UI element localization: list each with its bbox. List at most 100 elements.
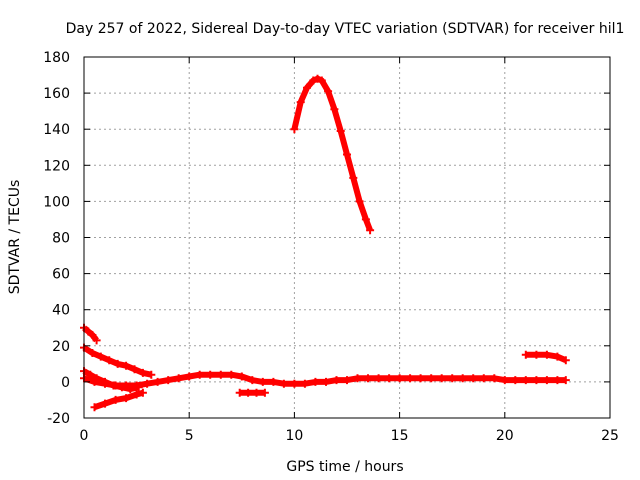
data-point (479, 374, 488, 383)
data-point (88, 349, 97, 357)
data-point (300, 379, 309, 388)
data-point (195, 370, 204, 379)
y-tick-label: 160 (43, 86, 70, 102)
x-tick-label: 15 (391, 428, 409, 444)
data-point (235, 388, 244, 397)
data-point (553, 352, 562, 361)
data-point (303, 83, 311, 92)
x-tick-label: 5 (185, 428, 194, 444)
data-point (248, 376, 257, 385)
y-tick-label: 120 (43, 158, 70, 174)
data-point (164, 376, 173, 385)
data-point (330, 105, 339, 114)
data-point (336, 127, 345, 135)
data-point (290, 379, 299, 388)
series-arc-main (80, 370, 570, 390)
data-point (138, 368, 147, 377)
data-point (122, 394, 131, 403)
data-point (469, 374, 478, 383)
data-point (96, 352, 105, 361)
x-tick-label: 0 (80, 428, 89, 444)
data-point (343, 376, 351, 385)
data-point (317, 76, 326, 85)
data-point (542, 376, 551, 385)
data-point (416, 374, 425, 383)
data-point (343, 150, 351, 159)
data-point (561, 356, 570, 365)
series-arc-early-30 (80, 323, 101, 345)
axis-ticks (83, 56, 611, 419)
y-tick-label: 140 (43, 122, 70, 138)
y-tick-label: 20 (52, 339, 70, 355)
data-point (521, 376, 530, 385)
y-tick-label: 0 (61, 375, 70, 391)
data-point (90, 377, 99, 386)
data-point (185, 372, 194, 381)
data-point (244, 388, 253, 397)
data-point (311, 377, 320, 386)
data-point (374, 374, 383, 383)
series-line (291, 75, 373, 232)
x-tick-label: 10 (285, 428, 303, 444)
plot-frame (83, 56, 611, 419)
data-point (395, 374, 404, 383)
data-point (206, 370, 215, 379)
data-point (227, 370, 236, 379)
data-point (437, 374, 446, 383)
data-point (364, 374, 372, 383)
data-point (269, 377, 278, 386)
data-point (385, 374, 394, 383)
data-point (147, 370, 156, 379)
series-arc-late (521, 350, 570, 365)
data-point (309, 76, 318, 85)
x-tick-label: 25 (601, 428, 619, 444)
y-tick-label: 60 (52, 267, 70, 283)
data-point (500, 376, 509, 385)
data-point (216, 370, 225, 379)
chart-title: Day 257 of 2022, Sidereal Day-to-day VTE… (66, 21, 625, 37)
data-point (260, 388, 269, 397)
data-point (324, 87, 333, 96)
data-point (113, 359, 122, 368)
data-point (542, 350, 551, 359)
data-point (490, 374, 499, 383)
data-point (84, 327, 93, 336)
data-point (427, 374, 436, 383)
data-point (174, 374, 183, 383)
data-point (349, 173, 358, 182)
data-point (92, 336, 101, 345)
x-tick-label: 20 (496, 428, 514, 444)
data-point (313, 74, 322, 83)
y-tick-label: 40 (52, 303, 70, 319)
data-point (366, 226, 375, 235)
data-point (532, 376, 541, 385)
data-point (448, 374, 457, 383)
y-tick-label: 180 (43, 50, 70, 66)
data-point (132, 381, 141, 390)
y-axis-label: SDTVAR / TECUs (7, 180, 23, 295)
data-point (361, 215, 370, 224)
data-point (521, 350, 530, 359)
data-point (122, 361, 131, 370)
series-arc-mid-dip (235, 388, 269, 397)
data-point (143, 379, 152, 388)
data-point (111, 395, 120, 404)
data-point (332, 376, 341, 385)
data-point (296, 98, 305, 107)
data-point (355, 197, 364, 206)
data-point (553, 376, 562, 385)
tick-labels: 0 5 10 15 20 25 -20 0 20 40 60 80 100 120 140 160 180 (43, 50, 619, 444)
series-arc-high (290, 74, 375, 235)
data-point (406, 374, 415, 383)
data-point (279, 379, 288, 388)
data-series-group (80, 74, 570, 412)
data-point (561, 376, 570, 385)
data-point (132, 390, 141, 399)
y-tick-label: 100 (43, 194, 70, 210)
data-point (101, 379, 109, 388)
data-point (353, 374, 362, 383)
x-axis-label: GPS time / hours (286, 459, 403, 475)
data-point (130, 365, 139, 374)
data-point (153, 377, 162, 386)
